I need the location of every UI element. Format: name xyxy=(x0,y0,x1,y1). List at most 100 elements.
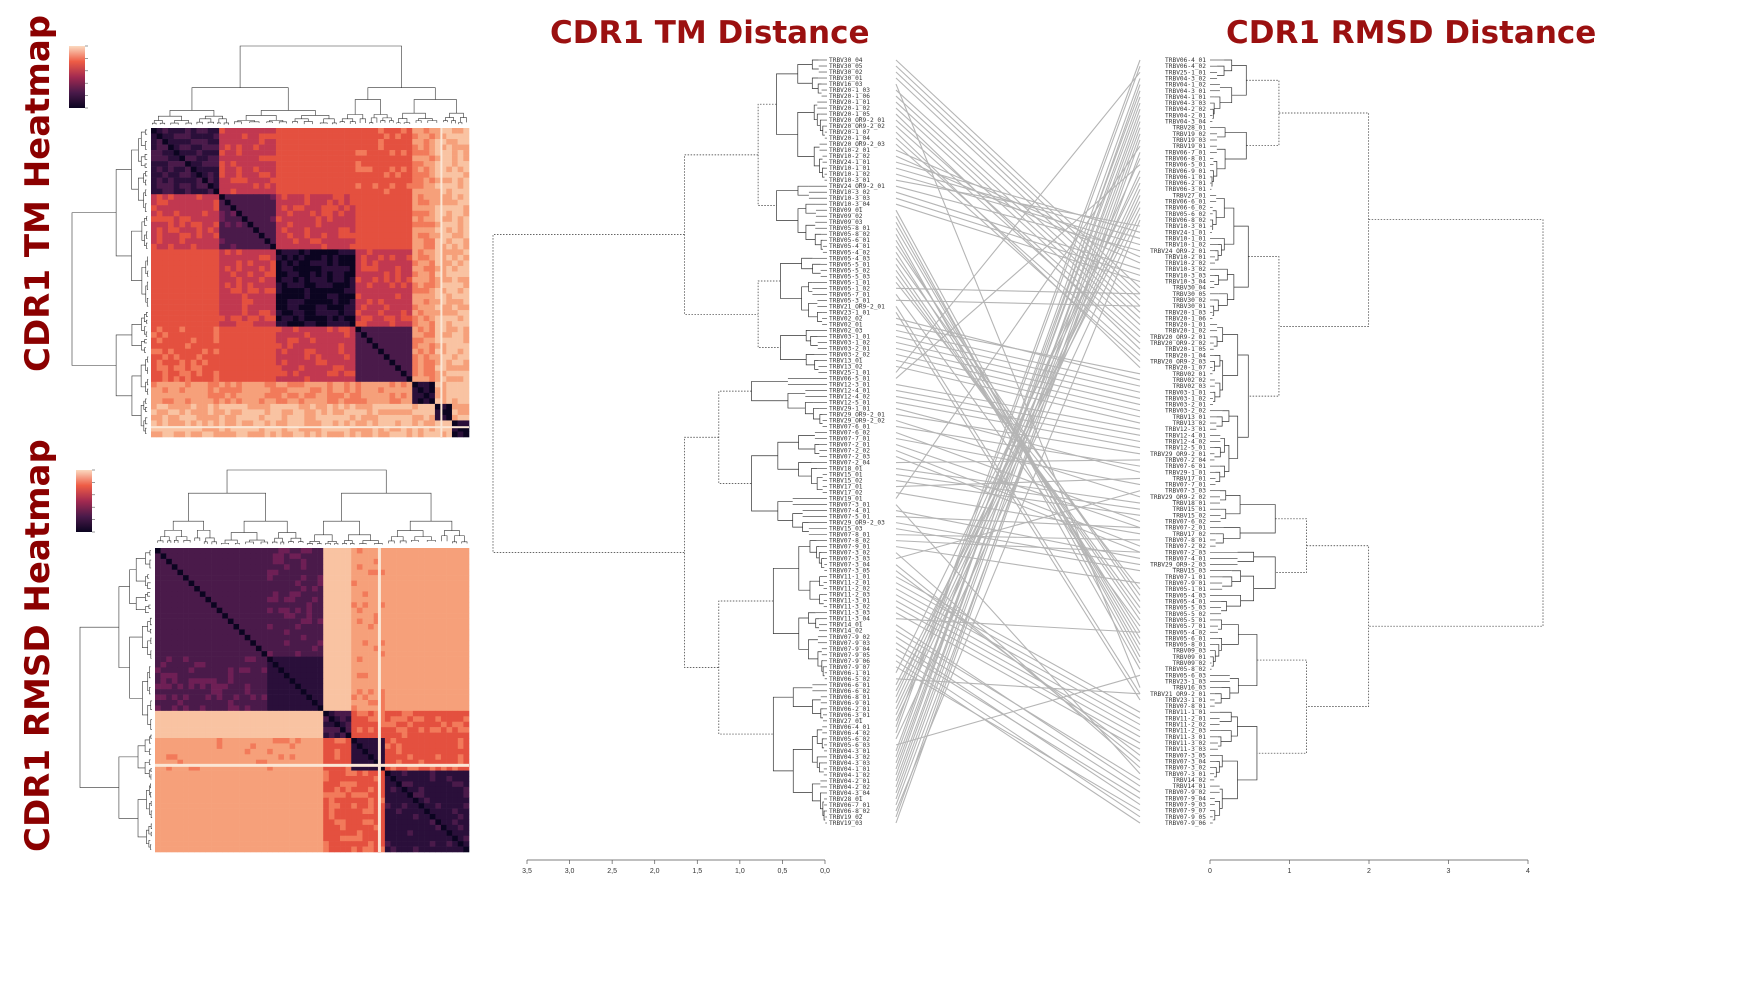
tm-leaf-label: TRBV04-2_01 xyxy=(829,778,870,785)
rmsd-leaf-label: TRBV02_01 xyxy=(1172,371,1206,378)
rmsd-leaf-label: TRBV06-9_01 xyxy=(1165,168,1206,175)
rmsd-distance-title: CDR1 RMSD Distance xyxy=(1226,15,1597,51)
tm-leaf-label: TRBV11-3_02 xyxy=(829,604,870,611)
rmsd-leaf-label: TRBV07-3_02 xyxy=(1165,765,1206,772)
rmsd-leaf-label: TRBV05-5_02 xyxy=(1165,611,1206,618)
tm-leaf-label: TRBV05-8_02 xyxy=(829,231,870,238)
rmsd-leaf-label: TRBV15_03 xyxy=(1172,568,1206,575)
tm-leaf-label: TRBV05-5_03 xyxy=(829,273,870,280)
connector-line xyxy=(895,133,1141,818)
rmsd-leaf-label: TRBV04-2_02 xyxy=(1165,106,1206,113)
tm-leaf-label: TRBV07-4_01 xyxy=(829,508,870,515)
rmsd-leaf-label: TRBV29_OR9-2_01 xyxy=(1150,451,1206,458)
rmsd-leaf-label: TRBV11-3_03 xyxy=(1165,746,1206,753)
tm-leaf-label: TRBV03-2_02 xyxy=(829,351,870,358)
tm-heatmap-left-dendrogram xyxy=(71,129,149,434)
connector-line xyxy=(895,65,1141,734)
rmsd-leaf-label: TRBV05-4_03 xyxy=(1165,592,1206,599)
rmsd-leaf-label: TRBV30_02 xyxy=(1172,297,1206,304)
tm-leaf-label: TRBV11-2_02 xyxy=(829,586,870,593)
rmsd-leaf-label: TRBV07-3_04 xyxy=(1165,758,1206,765)
tm-leaf-label: TRBV28_01 xyxy=(829,796,863,803)
tm-leaf-label: TRBV05-5_01 xyxy=(829,261,870,268)
connector-line xyxy=(895,239,1141,639)
tm-leaf-label: TRBV07-3_04 xyxy=(829,562,870,569)
rmsd-leaf-label: TRBV07-9_01 xyxy=(1165,580,1206,587)
rmsd-leaf-label: TRBV05-6_01 xyxy=(1165,635,1206,642)
tm-leaf-label: TRBV04-3_03 xyxy=(829,760,870,767)
connector-line xyxy=(895,467,1141,504)
tm-leaf-label: TRBV04-3_01 xyxy=(829,748,870,755)
connector-line xyxy=(895,188,1141,716)
tm-leaf-label: TRBV07-9_02 xyxy=(829,634,870,641)
tm-leaf-label: TRBV05-5_02 xyxy=(829,267,870,274)
connector-line xyxy=(895,606,1141,744)
connector-line xyxy=(895,71,1141,301)
tm-leaf-label: TRBV15_03 xyxy=(829,526,863,533)
axis-tick-label: 0,5 xyxy=(778,868,788,875)
connector-line xyxy=(895,534,1141,541)
tm-leaf-label: TRBV10-1_02 xyxy=(829,171,870,178)
rmsd-leaf-label: TRBV07-6_01 xyxy=(1165,463,1206,470)
tm-leaf-label: TRBV02_03 xyxy=(829,327,863,334)
tm-leaf-label: TRBV04-1_01 xyxy=(829,766,870,773)
tm-leaf-label: TRBV10-3_01 xyxy=(829,177,870,184)
tm-leaf-label: TRBV07-3_01 xyxy=(829,502,870,509)
tm-leaf-label: TRBV04-3_02 xyxy=(829,754,870,761)
connector-line xyxy=(895,594,1141,732)
tm-leaf-label: TRBV05-1_02 xyxy=(829,285,870,292)
connector-line xyxy=(895,612,1141,750)
tm-leaf-label: TRBV07-2_03 xyxy=(829,454,870,461)
tm-leaf-label: TRBV05-3_01 xyxy=(829,297,870,304)
rmsd-leaf-label: TRBV03-2_02 xyxy=(1165,408,1206,415)
tm-leaf-label: TRBV14_02 xyxy=(829,628,863,635)
tm-leaf-label: TRBV10-2_02 xyxy=(829,153,870,160)
rmsd-leaf-label: TRBV20-1_04 xyxy=(1165,352,1206,359)
rmsd-leaf-label: TRBV24-1_01 xyxy=(1165,229,1206,236)
tm-leaf-label: TRBV06-5_02 xyxy=(829,676,870,683)
rmsd-leaf-label: TRBV27_01 xyxy=(1172,192,1206,199)
tm-leaf-label: TRBV30_04 xyxy=(829,57,863,64)
axis-tick-label: 1,5 xyxy=(692,868,702,875)
tm-leaf-label: TRBV07-5_01 xyxy=(829,514,870,521)
tm-leaf-label: TRBV06-5_01 xyxy=(829,375,870,382)
tm-leaf-label: TRBV06-8_01 xyxy=(829,694,870,701)
tm-leaf-label: TRBV06-8_02 xyxy=(829,808,870,815)
rmsd-leaf-label: TRBV20-1_02 xyxy=(1165,328,1206,335)
tm-leaf-label: TRBV05-6_03 xyxy=(829,742,870,749)
connector-line xyxy=(895,522,1141,566)
connector-line xyxy=(895,383,1141,430)
tm-leaf-label: TRBV19_03 xyxy=(829,820,863,827)
rmsd-leaf-label: TRBV11-2_01 xyxy=(1165,715,1206,722)
rmsd-leaf-label: TRBV14_01 xyxy=(1172,783,1206,790)
tm-colorbar xyxy=(69,45,88,109)
connector-line xyxy=(895,299,1141,307)
connector-line xyxy=(895,329,1141,387)
rmsd-leaf-label: TRBV02_02 xyxy=(1172,377,1206,384)
rmsd-leaf-label: TRBV04-2_01 xyxy=(1165,112,1206,119)
tm-leaf-label: TRBV06-7_01 xyxy=(829,802,870,809)
rmsd-leaf-label: TRBV07-9_02 xyxy=(1165,789,1206,796)
connector-line xyxy=(895,121,1141,794)
tm-leaf-label: TRBV20_OR9-2_02 xyxy=(829,123,885,130)
tm-leaf-label: TRBV12-4_01 xyxy=(829,387,870,394)
connector-line xyxy=(895,113,1141,350)
connector-line xyxy=(895,636,1141,793)
connector-line xyxy=(895,516,1141,529)
tm-leaf-label: TRBV04-1_02 xyxy=(829,772,870,779)
connector-line xyxy=(895,335,1141,393)
rmsd-leaf-label: TRBV07-8_01 xyxy=(1165,537,1206,544)
connector-line xyxy=(895,139,1141,824)
rmsd-leaf-label: TRBV06-6_01 xyxy=(1165,199,1206,206)
rmsd-leaf-label: TRBV23-1_03 xyxy=(1165,678,1206,685)
tm-distance-dendrogram xyxy=(492,59,827,824)
rmsd-leaf-label: TRBV19_01 xyxy=(1172,143,1206,150)
axis-tick-label: 2 xyxy=(1367,868,1371,875)
rmsd-leaf-label: TRBV07-4_01 xyxy=(1165,555,1206,562)
tm-leaf-label: TRBV07-9_07 xyxy=(829,664,870,671)
rmsd-leaf-label: TRBV05-6_02 xyxy=(1165,211,1206,218)
rmsd-leaf-label: TRBV04-3_04 xyxy=(1165,119,1206,126)
rmsd-leaf-label: TRBV03-2_01 xyxy=(1165,402,1206,409)
tm-leaf-label: TRBV05-1_01 xyxy=(829,279,870,286)
